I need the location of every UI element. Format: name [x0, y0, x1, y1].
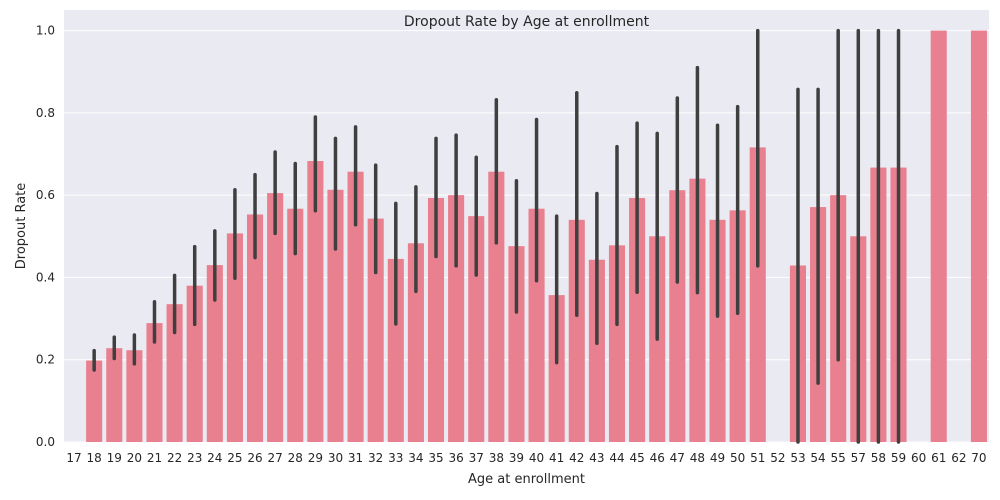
- x-tick-label: 19: [107, 451, 122, 465]
- x-tick-label: 33: [388, 451, 403, 465]
- y-tick-label: 0.4: [36, 270, 55, 284]
- y-tick-label: 1.0: [36, 24, 55, 38]
- x-tick-label: 22: [167, 451, 182, 465]
- x-tick-label: 25: [227, 451, 242, 465]
- bar-21: [146, 323, 163, 442]
- x-tick-label: 36: [448, 451, 463, 465]
- x-tick-label: 27: [268, 451, 283, 465]
- error-bars: [92, 28, 901, 444]
- bar-18: [86, 360, 103, 442]
- x-tick-label: 49: [710, 451, 725, 465]
- chart-title: Dropout Rate by Age at enrollment: [404, 14, 650, 30]
- bar-44: [608, 245, 626, 442]
- x-tick-label: 55: [831, 451, 846, 465]
- x-tick-label: 50: [730, 451, 745, 465]
- bar-28: [287, 208, 304, 442]
- bar-29: [307, 160, 324, 442]
- bar-37: [468, 216, 485, 442]
- bar-41: [548, 295, 565, 442]
- x-tick-label: 39: [509, 451, 524, 465]
- x-tick-label: 26: [247, 451, 262, 465]
- bar-33: [387, 258, 404, 442]
- bar-40: [528, 208, 545, 442]
- y-tick-labels: 0.0 0.2 0.4 0.6 0.8 1.0: [36, 24, 55, 449]
- x-tick-label: 31: [348, 451, 363, 465]
- bar-26: [246, 214, 264, 442]
- x-tick-label: 45: [629, 451, 644, 465]
- x-tick-label: 28: [288, 451, 303, 465]
- x-tick-label: 24: [207, 451, 222, 465]
- x-tick-label: 47: [670, 451, 685, 465]
- bar-30: [327, 189, 344, 442]
- y-axis-label: Dropout Rate: [14, 183, 29, 270]
- bars: [86, 30, 987, 443]
- bar-47: [669, 190, 686, 442]
- bar-32: [367, 218, 384, 442]
- bar-22: [166, 304, 183, 442]
- bar-35: [427, 198, 445, 442]
- x-tick-label: 70: [971, 451, 986, 465]
- y-tick-label: 0.2: [36, 353, 55, 367]
- x-tick-label: 38: [489, 451, 504, 465]
- bar-49: [709, 219, 726, 442]
- bar-42: [568, 219, 585, 442]
- x-tick-label: 37: [469, 451, 484, 465]
- x-tick-label: 54: [810, 451, 825, 465]
- x-tick-label: 52: [770, 451, 785, 465]
- x-tick-label: 40: [529, 451, 544, 465]
- bar-24: [206, 265, 223, 442]
- bar-36: [448, 195, 465, 442]
- bar-43: [588, 259, 605, 442]
- x-tick-label: 46: [650, 451, 665, 465]
- bar-51: [749, 147, 766, 442]
- y-tick-label: 0.6: [36, 188, 55, 202]
- x-tick-label: 59: [891, 451, 906, 465]
- x-tick-label: 30: [328, 451, 343, 465]
- bar-27: [267, 193, 284, 442]
- x-tick-label: 17: [66, 451, 81, 465]
- bar-45: [629, 198, 646, 442]
- x-tick-label: 23: [187, 451, 202, 465]
- x-tick-label: 58: [871, 451, 886, 465]
- x-tick-label: 41: [549, 451, 564, 465]
- y-tick-label: 0.8: [36, 106, 55, 120]
- bar-50: [729, 210, 746, 442]
- x-tick-label: 44: [609, 451, 624, 465]
- x-tick-label: 20: [127, 451, 142, 465]
- y-tick-label: 0.0: [36, 435, 55, 449]
- bar-34: [407, 243, 424, 442]
- x-tick-label: 60: [911, 451, 926, 465]
- x-tick-label: 42: [569, 451, 584, 465]
- bar-19: [106, 348, 123, 442]
- x-tick-label: 21: [147, 451, 162, 465]
- x-tick-label: 34: [408, 451, 423, 465]
- bar-61: [930, 30, 947, 442]
- bar-70: [970, 30, 987, 442]
- x-tick-label: 35: [428, 451, 443, 465]
- bar-25: [226, 233, 243, 442]
- x-tick-label: 57: [851, 451, 866, 465]
- bar-39: [508, 246, 525, 442]
- x-tick-label: 51: [750, 451, 765, 465]
- x-tick-label: 61: [931, 451, 946, 465]
- x-tick-label: 43: [589, 451, 604, 465]
- x-tick-label: 18: [87, 451, 102, 465]
- bar-23: [186, 285, 203, 442]
- bar-38: [488, 171, 505, 443]
- x-tick-label: 53: [790, 451, 805, 465]
- x-axis-label: Age at enrollment: [468, 472, 585, 487]
- x-tick-label: 29: [308, 451, 323, 465]
- x-tick-label: 62: [951, 451, 966, 465]
- x-tick-label: 32: [368, 451, 383, 465]
- x-tick-label: 48: [690, 451, 705, 465]
- bar-48: [689, 178, 706, 442]
- bar-20: [126, 350, 143, 442]
- x-tick-labels: 17 18 19 20 21 22 23 24 25 26 27 28 29 30 31 32 33 34 35 36…: [66, 451, 986, 465]
- bar-31: [347, 171, 364, 443]
